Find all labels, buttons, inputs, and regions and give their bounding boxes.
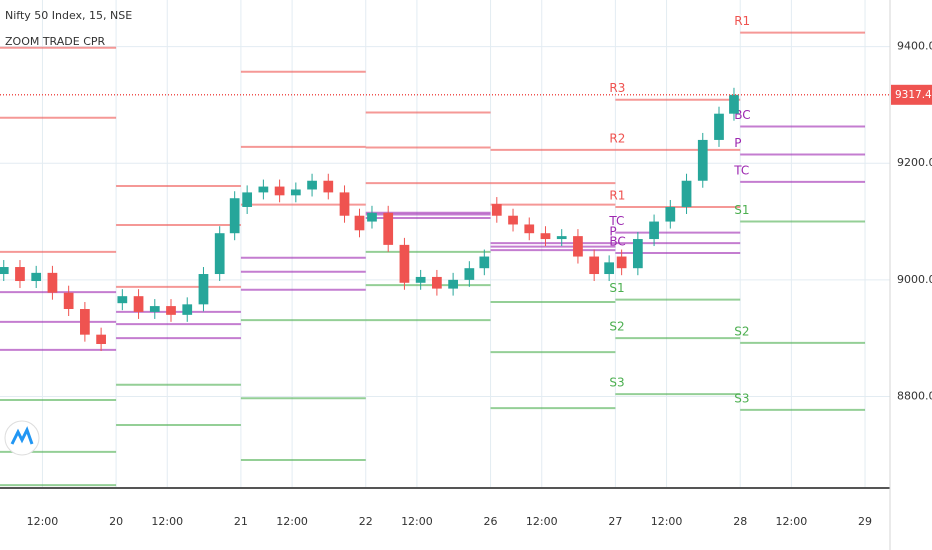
x-tick-label: 12:00: [401, 515, 433, 528]
candle-body: [31, 272, 42, 282]
x-tick-label: 20: [109, 515, 123, 528]
x-tick-label: 12:00: [526, 515, 558, 528]
candle-body: [182, 304, 193, 315]
level-label: R1: [734, 14, 750, 28]
candle-body: [274, 186, 285, 196]
axes: [0, 0, 891, 550]
candle-body: [242, 192, 253, 207]
candle-body: [432, 276, 442, 289]
candle-body: [556, 236, 567, 240]
level-label: TC: [608, 214, 624, 228]
candle-body: [133, 296, 144, 312]
x-tick-label: 21: [234, 515, 248, 528]
candle-body: [149, 306, 160, 312]
candle-body: [540, 233, 551, 240]
indicator-name: ZOOM TRADE CPR: [5, 35, 106, 48]
candle-body: [665, 206, 676, 222]
candle-body: [198, 274, 209, 305]
candle-body: [307, 180, 317, 190]
y-tick-label: 9000.00: [897, 273, 932, 286]
level-label: S2: [609, 320, 624, 334]
y-tick-label: 8800.00: [897, 389, 932, 402]
level-label: S1: [734, 203, 749, 217]
candle-body: [697, 139, 708, 181]
candle-body: [729, 94, 739, 114]
candle-body: [649, 221, 659, 240]
x-tick-label: 26: [484, 515, 498, 528]
candle-body: [573, 236, 583, 257]
x-tick-label: 12:00: [776, 515, 808, 528]
y-tick-label: 9400.00: [897, 40, 932, 53]
candle-body: [448, 279, 458, 289]
level-label: S3: [734, 391, 749, 405]
candle-body: [229, 198, 240, 234]
candle-body: [47, 272, 58, 293]
candle-body: [166, 306, 176, 315]
candle-body: [354, 215, 365, 231]
candle-body: [80, 309, 90, 335]
x-tick-label: 27: [608, 515, 622, 528]
x-tick-label: 22: [359, 515, 373, 528]
candle-body: [117, 296, 128, 304]
x-tick-label: 12:00: [27, 515, 59, 528]
chart-title: Nifty 50 Index, 15, NSE: [5, 9, 132, 22]
candle-body: [96, 334, 106, 344]
candle-body: [464, 268, 475, 280]
candle-body: [604, 262, 615, 275]
candle-body: [524, 224, 535, 234]
level-label: R1: [609, 188, 625, 202]
candle-body: [383, 212, 394, 245]
level-label: P: [609, 225, 616, 239]
level-label: R2: [609, 131, 625, 145]
candle-body: [632, 239, 643, 269]
logo-mark: [10, 426, 34, 445]
candle-body: [508, 215, 518, 225]
candle-body: [415, 276, 426, 283]
last-price-label: 9317.40: [895, 89, 932, 101]
candle-body: [616, 256, 627, 269]
candle-body: [63, 292, 74, 310]
candle-body: [15, 267, 25, 282]
x-tick-label: 12:00: [151, 515, 183, 528]
x-tick-label: 28: [733, 515, 747, 528]
level-label: R3: [609, 81, 625, 95]
candle-body: [399, 244, 410, 283]
last-price-tag: [891, 84, 932, 105]
level-label: S3: [609, 376, 624, 390]
candle-body: [589, 256, 600, 275]
candle-body: [479, 256, 490, 269]
candle-body: [0, 267, 9, 275]
x-tick-label: 29: [858, 515, 872, 528]
candle-body: [491, 204, 502, 216]
logo: [4, 420, 40, 456]
level-label: P: [734, 136, 741, 150]
candles: [0, 87, 739, 351]
level-label: S1: [609, 281, 624, 295]
level-label: S2: [734, 324, 749, 338]
candle-body: [258, 186, 269, 193]
level-label: BC: [609, 235, 625, 249]
candle-body: [323, 180, 334, 193]
candle-body: [214, 233, 225, 275]
candle-body: [714, 113, 724, 140]
y-tick-label: 9200.00: [897, 156, 932, 169]
candle-body: [681, 180, 692, 207]
candle-body: [290, 189, 301, 196]
x-tick-label: 12:00: [651, 515, 683, 528]
candle-body: [367, 212, 377, 222]
candle-body: [339, 192, 350, 216]
level-label: TC: [733, 163, 749, 177]
x-tick-label: 12:00: [276, 515, 308, 528]
